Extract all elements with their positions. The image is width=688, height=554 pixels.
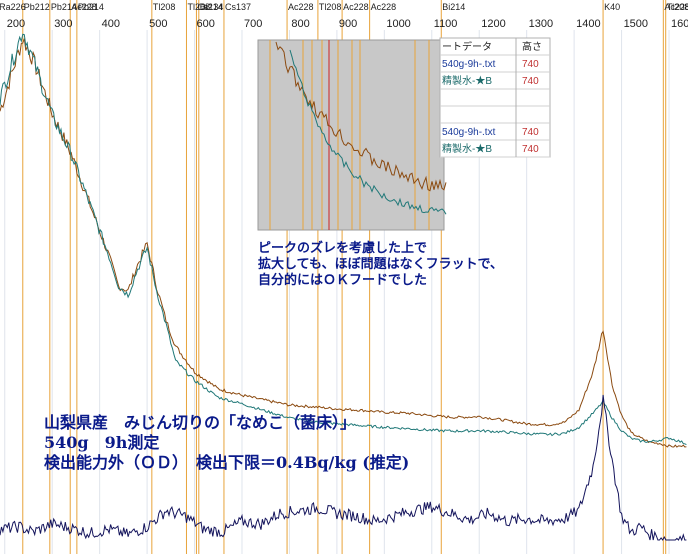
legend-file-cell: 540g-9h-.txt — [442, 127, 496, 138]
inset-blank-line — [289, 49, 447, 215]
peak-label: Cs134 — [197, 2, 223, 12]
peak-label: Ac228 — [71, 2, 97, 12]
x-tick-label: 600 — [197, 18, 215, 30]
peak-label: Ra226 — [0, 2, 26, 12]
x-tick-label: 200 — [7, 18, 25, 30]
peak-label: K40 — [604, 2, 620, 12]
peak-label: Ac228 — [664, 2, 688, 12]
annotation-line: 拡大しても、ほぼ問題はなくフラットで、 — [258, 256, 503, 272]
legend-height-cell: 740 — [522, 127, 539, 138]
peak-label: Ac228 — [288, 2, 314, 12]
caption-line: 540g 9h測定 — [44, 433, 159, 452]
series-line-difference — [0, 394, 687, 542]
x-tick-label: 1300 — [529, 18, 553, 30]
legend-file-cell: 精製水-★B — [442, 142, 492, 155]
x-tick-label: 1200 — [481, 18, 505, 30]
annotation-line: ピークのズレを考慮した上で — [258, 240, 427, 256]
peak-label: Pb214 — [78, 2, 104, 12]
x-tick-label: 800 — [291, 18, 309, 30]
inset-sample-line — [275, 41, 447, 192]
x-tick-label: 500 — [149, 18, 167, 30]
peak-label: Pb214 — [51, 2, 77, 12]
series-line-sample-1 — [0, 33, 687, 446]
peak-label: Pb212 — [24, 2, 50, 12]
legend-height-cell: 740 — [522, 144, 539, 155]
peak-label: Tl208 — [319, 2, 342, 12]
x-tick-label: 1100 — [434, 18, 458, 30]
x-tick-label: 300 — [54, 18, 72, 30]
x-tick-label: 1400 — [576, 18, 600, 30]
legend-height-cell: 740 — [522, 59, 539, 70]
legend-table — [439, 37, 551, 158]
peak-label: Cs137 — [225, 2, 251, 12]
peak-label: Ac228 — [371, 2, 397, 12]
annotation-line: 自分的にはＯＫフードでした — [258, 272, 427, 288]
x-tick-label: 1500 — [624, 18, 648, 30]
x-tick-label: 700 — [244, 18, 262, 30]
series-line-sample-0 — [0, 38, 687, 448]
x-tick-label: 1000 — [386, 18, 410, 30]
zoom-inset-panel — [257, 39, 445, 231]
caption-line: 検出能力外（ＯＤ） 検出下限＝0.4Bq/kg (推定) — [44, 453, 409, 472]
legend-file-cell: 精製水-★B — [442, 74, 492, 87]
peak-label: Bi214 — [442, 2, 465, 12]
legend-height-cell: 高さ — [522, 40, 542, 53]
peak-label: Bi214 — [200, 2, 223, 12]
legend-height-cell: 740 — [522, 76, 539, 87]
legend-file-cell: ートデータ — [442, 40, 492, 53]
x-tick-label: 400 — [102, 18, 120, 30]
x-tick-label: 1600 — [671, 18, 688, 30]
peak-label: Tl208 — [153, 2, 176, 12]
peak-label: Tl208 — [187, 2, 210, 12]
legend-file-cell: 540g-9h-.txt — [442, 59, 496, 70]
peak-label: Tl208 — [667, 2, 688, 12]
x-tick-label: 900 — [339, 18, 357, 30]
peak-label: Ac228 — [343, 2, 369, 12]
caption-line: 山梨県産 みじん切りの「なめこ（菌床）」 — [44, 413, 356, 432]
